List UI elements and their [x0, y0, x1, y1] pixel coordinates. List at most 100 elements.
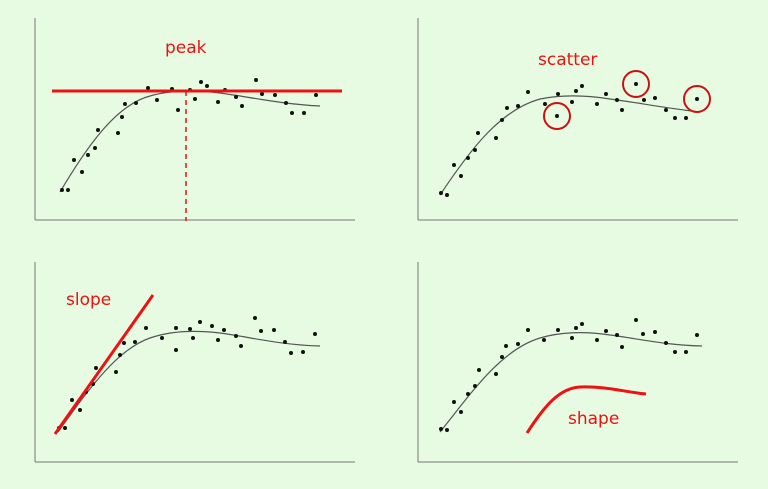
data-point: [198, 320, 202, 324]
data-points: [60, 78, 318, 192]
data-point: [452, 400, 456, 404]
data-point: [439, 191, 443, 195]
data-point: [122, 341, 126, 345]
data-point: [500, 355, 504, 359]
data-point: [494, 372, 498, 376]
data-point: [526, 328, 530, 332]
data-point: [63, 426, 67, 430]
data-point: [653, 96, 657, 100]
data-point: [188, 327, 192, 331]
data-point: [466, 156, 470, 160]
data-point: [504, 344, 508, 348]
data-point: [473, 148, 477, 152]
data-point: [80, 170, 84, 174]
data-point: [695, 97, 699, 101]
data-point: [160, 336, 164, 340]
panel-label-scatter: scatter: [538, 50, 597, 70]
fit-curve: [59, 90, 321, 193]
data-point: [191, 336, 195, 340]
data-point: [133, 340, 137, 344]
data-point: [445, 193, 449, 197]
data-point: [634, 318, 638, 322]
data-point: [555, 114, 559, 118]
data-point: [283, 340, 287, 344]
data-point: [445, 428, 449, 432]
data-point: [272, 328, 276, 332]
panel-label-peak: peak: [165, 38, 207, 58]
data-point: [526, 90, 530, 94]
data-point: [543, 102, 547, 106]
data-point: [673, 116, 677, 120]
data-point: [205, 84, 209, 88]
data-point: [176, 108, 180, 112]
data-point: [542, 338, 546, 342]
data-point: [174, 326, 178, 330]
fit-curve: [439, 332, 703, 433]
data-point: [284, 101, 288, 105]
data-point: [595, 338, 599, 342]
outlier-highlight-ring: [543, 102, 571, 130]
panel-scatter: scatter: [417, 18, 738, 221]
data-point: [673, 350, 677, 354]
data-point: [253, 316, 257, 320]
data-point: [273, 93, 277, 97]
data-point: [72, 158, 76, 162]
data-point: [439, 427, 443, 431]
data-point: [459, 410, 463, 414]
data-point: [516, 342, 520, 346]
data-point: [60, 188, 64, 192]
data-point: [570, 100, 574, 104]
data-point: [314, 93, 318, 97]
data-point: [615, 333, 619, 337]
shape-sketch-curve: [525, 385, 647, 434]
data-point: [500, 118, 504, 122]
data-point: [118, 353, 122, 357]
data-point: [664, 108, 668, 112]
data-point: [570, 336, 574, 340]
data-point: [302, 111, 306, 115]
data-point: [96, 128, 100, 132]
data-point: [664, 341, 668, 345]
data-point: [615, 98, 619, 102]
data-point: [494, 136, 498, 140]
data-points: [57, 316, 317, 430]
data-point: [134, 101, 138, 105]
data-point: [93, 146, 97, 150]
slope-tangent-line: [53, 294, 155, 435]
data-point: [653, 330, 657, 334]
panel-slope: slope: [34, 262, 355, 463]
data-point: [259, 329, 263, 333]
data-points: [439, 318, 699, 432]
data-point: [193, 97, 197, 101]
data-point: [155, 98, 159, 102]
data-point: [123, 102, 127, 106]
data-point: [290, 111, 294, 115]
data-point: [240, 104, 244, 108]
data-point: [222, 328, 226, 332]
data-point: [634, 82, 638, 86]
fit-curve: [439, 95, 701, 196]
data-point: [505, 106, 509, 110]
data-point: [210, 324, 214, 328]
panel-peak: peak: [34, 18, 355, 221]
data-point: [477, 368, 481, 372]
data-point: [174, 348, 178, 352]
data-point: [595, 102, 599, 106]
data-point: [684, 350, 688, 354]
data-point: [684, 116, 688, 120]
data-point: [574, 326, 578, 330]
data-point: [556, 328, 560, 332]
data-point: [620, 108, 624, 112]
data-point: [239, 344, 243, 348]
data-point: [289, 351, 293, 355]
outlier-highlight-ring: [622, 70, 650, 98]
data-point: [473, 384, 477, 388]
data-point: [254, 78, 258, 82]
data-point: [78, 408, 82, 412]
data-point: [476, 131, 480, 135]
data-point: [116, 131, 120, 135]
data-point: [66, 188, 70, 192]
data-point: [144, 326, 148, 330]
